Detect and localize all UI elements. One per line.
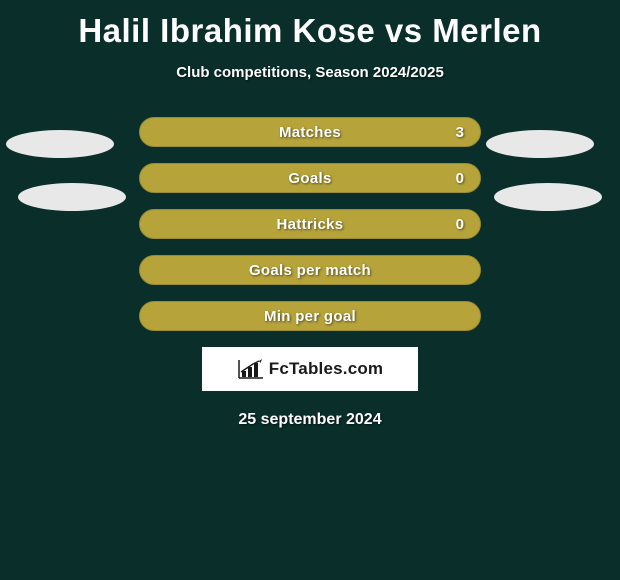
stat-row: Min per goal <box>0 301 620 331</box>
stat-bar-goals: Goals 0 <box>139 163 481 193</box>
page-title: Halil Ibrahim Kose vs Merlen <box>0 0 620 50</box>
stats-area: Matches 3 Goals 0 Hattricks 0 Goals per … <box>0 117 620 331</box>
stat-bar-min-per-goal: Min per goal <box>139 301 481 331</box>
logo-box: FcTables.com <box>202 347 418 391</box>
stat-value: 0 <box>456 216 464 233</box>
stat-label: Goals per match <box>249 262 371 279</box>
stat-label: Hattricks <box>277 216 344 233</box>
stat-value: 0 <box>456 170 464 187</box>
stat-row: Goals 0 <box>0 163 620 193</box>
stat-label: Matches <box>279 124 341 141</box>
logo: FcTables.com <box>237 358 384 380</box>
stat-bar-goals-per-match: Goals per match <box>139 255 481 285</box>
subtitle: Club competitions, Season 2024/2025 <box>0 64 620 81</box>
stat-row: Hattricks 0 <box>0 209 620 239</box>
stat-row: Matches 3 <box>0 117 620 147</box>
stat-bar-matches: Matches 3 <box>139 117 481 147</box>
stat-label: Min per goal <box>264 308 356 325</box>
stat-bar-hattricks: Hattricks 0 <box>139 209 481 239</box>
stat-row: Goals per match <box>0 255 620 285</box>
date-line: 25 september 2024 <box>0 411 620 429</box>
bar-chart-icon <box>237 358 265 380</box>
logo-text: FcTables.com <box>269 359 384 379</box>
stat-label: Goals <box>288 170 331 187</box>
stat-value: 3 <box>456 124 464 141</box>
